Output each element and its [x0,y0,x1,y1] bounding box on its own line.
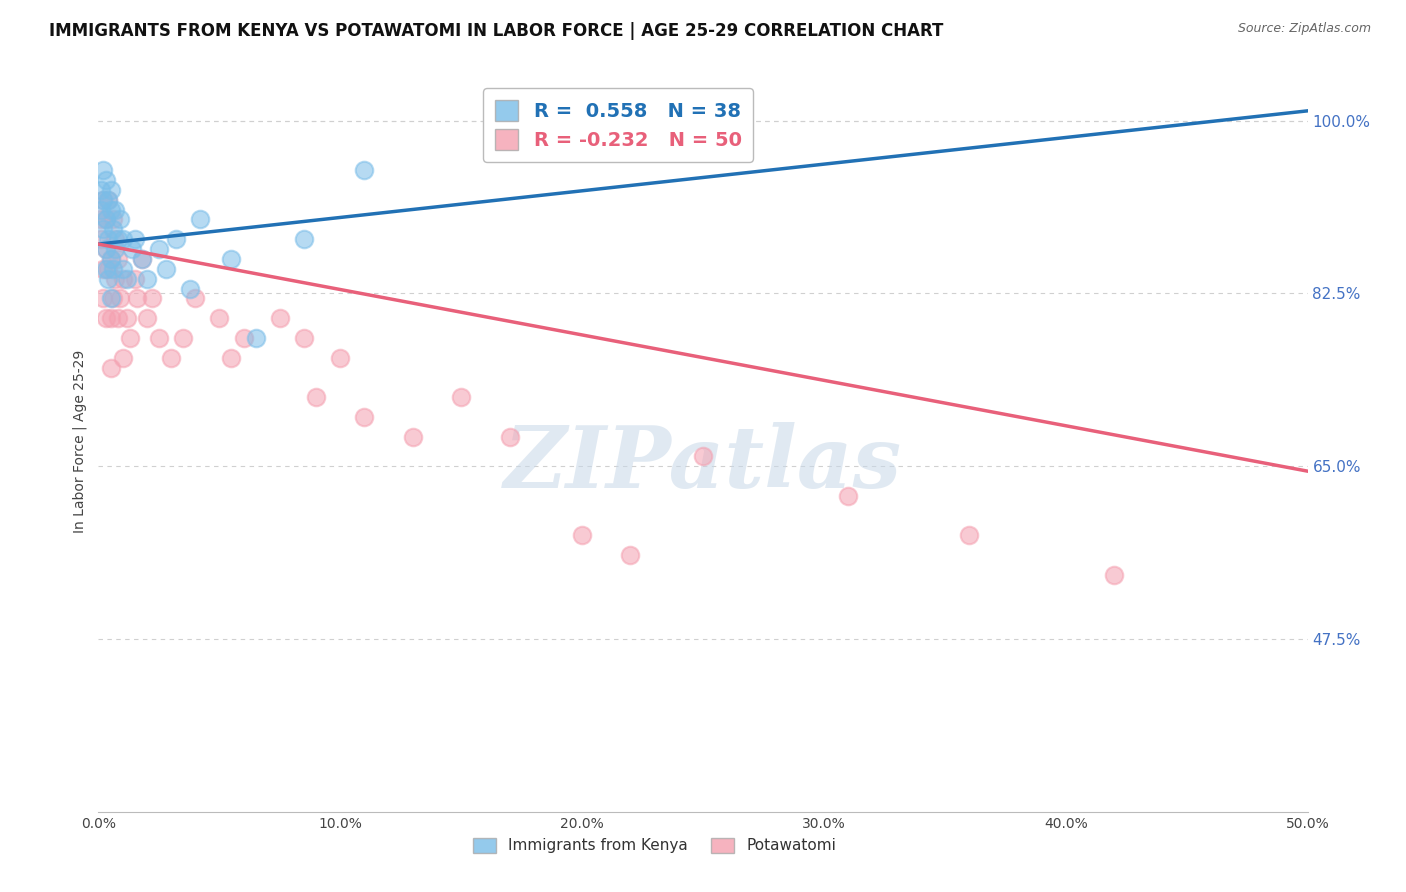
Point [127,292,149,306]
Point [148,331,170,345]
Point [179,281,201,295]
Point [107,311,129,326]
Point [450,390,472,404]
Point [155,261,177,276]
Point [100,311,122,326]
Point [184,292,207,306]
Point [91,163,114,178]
Point [97,193,120,207]
Point [188,212,211,227]
Point [101,261,124,276]
Point [100,360,122,375]
Point [91,193,114,207]
Point [135,271,157,285]
Point [94,173,117,187]
Point [692,450,714,464]
Point [107,252,129,266]
Point [141,292,163,306]
Point [91,193,114,207]
Point [90,232,112,246]
Point [100,202,122,217]
Point [131,252,153,266]
Point [104,271,127,285]
Point [90,183,112,197]
Point [124,232,146,246]
Point [117,311,139,326]
Point [148,242,170,256]
Point [402,429,425,443]
Point [91,222,114,236]
Point [94,212,117,227]
Point [108,292,131,306]
Point [837,489,859,503]
Point [135,311,157,326]
Point [571,528,593,542]
Point [353,409,375,424]
Point [221,252,243,266]
Point [111,351,134,365]
Point [94,212,117,227]
Point [101,292,124,306]
Text: Source: ZipAtlas.com: Source: ZipAtlas.com [1237,22,1371,36]
Point [94,311,117,326]
Point [111,261,134,276]
Point [101,222,124,236]
Point [107,232,129,246]
Point [91,292,114,306]
Point [232,331,254,345]
Point [100,252,122,266]
Point [329,351,352,365]
Point [221,351,243,365]
Point [97,271,120,285]
Point [121,242,143,256]
Point [97,193,120,207]
Point [111,232,134,246]
Point [165,232,187,246]
Point [90,212,112,227]
Point [208,311,231,326]
Point [292,232,315,246]
Point [117,271,139,285]
Point [957,528,980,542]
Point [1102,567,1125,582]
Point [111,271,134,285]
Point [100,252,122,266]
Point [97,232,120,246]
Point [104,202,127,217]
Point [100,183,122,197]
Point [305,390,328,404]
Point [353,163,375,178]
Point [619,548,641,562]
Point [160,351,183,365]
Text: ZIPatlas: ZIPatlas [503,422,903,506]
Point [97,261,120,276]
Point [108,212,131,227]
Point [104,242,127,256]
Point [292,331,315,345]
Y-axis label: In Labor Force | Age 25-29: In Labor Force | Age 25-29 [73,350,87,533]
Point [172,331,194,345]
Point [131,252,153,266]
Point [118,331,141,345]
Legend: Immigrants from Kenya, Potawatomi: Immigrants from Kenya, Potawatomi [467,831,842,860]
Point [100,292,122,306]
Point [94,261,117,276]
Point [124,271,146,285]
Point [269,311,291,326]
Point [498,429,520,443]
Point [90,202,112,217]
Point [104,232,127,246]
Point [101,212,124,227]
Point [94,242,117,256]
Text: IMMIGRANTS FROM KENYA VS POTAWATOMI IN LABOR FORCE | AGE 25-29 CORRELATION CHART: IMMIGRANTS FROM KENYA VS POTAWATOMI IN L… [49,22,943,40]
Point [91,261,114,276]
Point [245,331,267,345]
Point [94,242,117,256]
